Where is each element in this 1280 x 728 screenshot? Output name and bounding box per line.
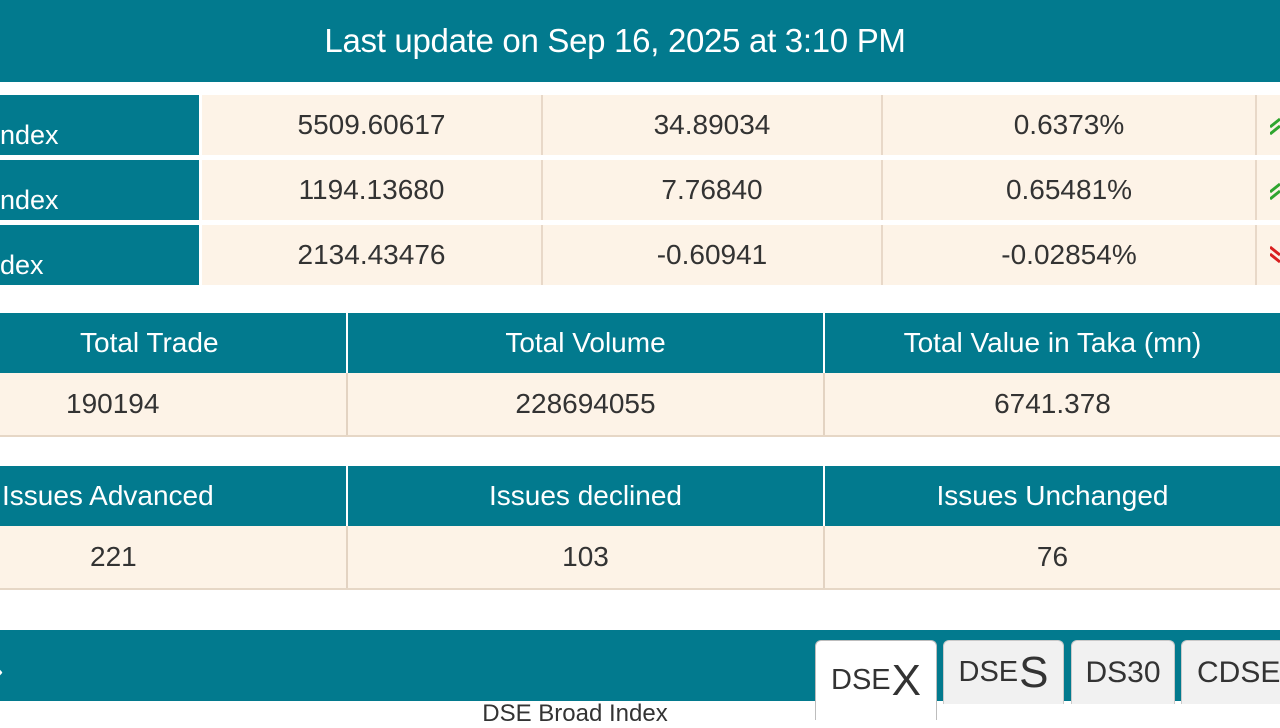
chevron-right-icon[interactable]: › — [0, 655, 3, 687]
index-change-percent: -0.02854% — [883, 225, 1257, 285]
tab-cdset[interactable]: CDSE — [1181, 640, 1280, 704]
chart-tab-bar — [0, 630, 1280, 698]
tab-ds30[interactable]: DS30 — [1071, 640, 1175, 704]
issues-summary-table: Issues Advanced Issues declined Issues U… — [0, 466, 1280, 590]
total-volume-header: Total Volume — [348, 313, 825, 373]
index-value: 1194.13680 — [202, 160, 543, 220]
index-change-percent: 0.6373% — [883, 95, 1257, 155]
up-arrow-icon — [1270, 117, 1280, 135]
table-header-row: Total Trade Total Volume Total Value in … — [0, 313, 1280, 373]
tab-bar-underline — [0, 698, 1280, 701]
tab-ds30-label: DS30 — [1085, 655, 1161, 689]
index-name[interactable]: ndex — [0, 160, 199, 220]
index-change: 7.76840 — [543, 160, 883, 220]
tab-dses-suffix: S — [1019, 647, 1049, 697]
tab-dses-prefix: DSE — [958, 656, 1019, 688]
table-header-row: Issues Advanced Issues declined Issues U… — [0, 466, 1280, 526]
index-value: 2134.43476 — [202, 225, 543, 285]
issues-unchanged-header: Issues Unchanged — [936, 480, 1169, 511]
tab-cdset-label: CDSE — [1197, 655, 1280, 689]
trade-summary-table: Total Trade Total Volume Total Value in … — [0, 313, 1280, 437]
issues-declined-value: 103 — [348, 526, 825, 588]
index-row: ndex 1194.13680 7.76840 0.65481% — [0, 160, 1280, 220]
issues-unchanged-value: 76 — [1036, 541, 1069, 572]
total-trade-header: Total Trade — [0, 313, 348, 373]
down-arrow-icon — [1270, 245, 1280, 264]
chart-caption: DSE Broad Index — [482, 700, 668, 727]
last-update-header: Last update on Sep 16, 2025 at 3:10 PM — [0, 0, 1280, 82]
trend-cell — [1257, 160, 1280, 220]
total-value-header: Total Value in Taka (mn) — [903, 327, 1202, 358]
tab-dsex[interactable]: DSE X — [815, 640, 937, 720]
trend-cell — [1257, 225, 1280, 285]
trend-cell — [1257, 95, 1280, 155]
issues-advanced-header: Issues Advanced — [0, 466, 348, 526]
table-row: 190194 228694055 6741.378 — [0, 373, 1280, 437]
tab-dses[interactable]: DSE S — [943, 640, 1064, 704]
total-volume-value: 228694055 — [348, 373, 825, 435]
issues-advanced-value: 221 — [0, 526, 348, 588]
index-row: ndex 5509.60617 34.89034 0.6373% — [0, 95, 1280, 155]
total-value-taka: 6741.378 — [994, 388, 1111, 419]
tab-dsex-prefix: DSE — [831, 664, 891, 696]
index-change: 34.89034 — [543, 95, 883, 155]
index-name[interactable]: dex — [0, 225, 199, 285]
index-row: dex 2134.43476 -0.60941 -0.02854% — [0, 225, 1280, 285]
index-change-percent: 0.65481% — [883, 160, 1257, 220]
total-trade-value: 190194 — [0, 373, 348, 435]
table-row: 221 103 76 — [0, 526, 1280, 590]
last-update-title: Last update on Sep 16, 2025 at 3:10 PM — [324, 22, 906, 59]
index-value: 5509.60617 — [202, 95, 543, 155]
up-arrow-icon — [1270, 182, 1280, 200]
tab-dsex-suffix: X — [891, 655, 921, 705]
issues-declined-header: Issues declined — [348, 466, 825, 526]
index-change: -0.60941 — [543, 225, 883, 285]
index-name[interactable]: ndex — [0, 95, 199, 155]
